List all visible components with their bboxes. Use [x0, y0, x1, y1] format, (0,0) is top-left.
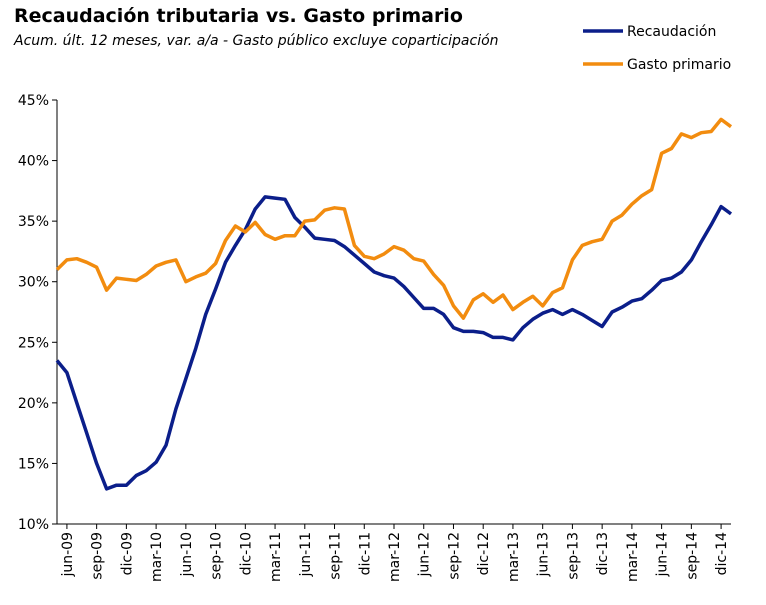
x-tick-label: mar-13	[506, 532, 522, 582]
x-tick-label: jun-14	[655, 532, 671, 578]
x-tick-label: mar-12	[387, 532, 403, 582]
x-tick-label: sep-09	[90, 532, 106, 580]
x-tick-label: sep-14	[684, 532, 700, 580]
line-series	[55, 117, 733, 320]
y-tick-label: 35%	[18, 214, 49, 230]
x-tick-label: mar-11	[268, 532, 284, 582]
x-tick-label: jun-13	[536, 532, 552, 578]
x-tick-label: dic-10	[238, 532, 254, 575]
x-tick-label: dic-09	[119, 532, 135, 575]
y-tick-label: 25%	[18, 335, 49, 351]
x-tick-label: dic-11	[357, 532, 373, 575]
x-tick-label: sep-13	[565, 532, 581, 580]
x-tick-label: jun-10	[179, 532, 195, 578]
x-tick-label: jun-11	[298, 532, 314, 578]
chart-title: Recaudación tributaria vs. Gasto primari…	[14, 5, 463, 27]
x-tick-label: dic-13	[595, 532, 611, 575]
x-tick-label: sep-11	[328, 532, 344, 580]
y-tick-label: 15%	[18, 456, 49, 472]
y-tick-label: 45%	[18, 93, 49, 109]
legend-label: Gasto primario	[627, 57, 731, 73]
x-tick-label: mar-14	[625, 532, 641, 582]
x-tick-label: jun-09	[60, 532, 76, 578]
x-tick-label: jun-12	[417, 532, 433, 578]
line-series	[55, 195, 733, 491]
y-tick-label: 40%	[18, 154, 49, 170]
x-tick-label: sep-12	[446, 532, 462, 580]
x-tick-label: dic-14	[714, 532, 730, 575]
y-tick-label: 30%	[18, 275, 49, 291]
y-tick-label: 10%	[18, 517, 49, 533]
x-tick-label: sep-10	[209, 532, 225, 580]
legend-label: Recaudación	[627, 24, 716, 40]
x-tick-label: mar-10	[149, 532, 165, 582]
y-tick-label: 20%	[18, 396, 49, 412]
x-tick-label: dic-12	[476, 532, 492, 575]
chart-subtitle: Acum. últ. 12 meses, var. a/a - Gasto pú…	[13, 33, 499, 49]
